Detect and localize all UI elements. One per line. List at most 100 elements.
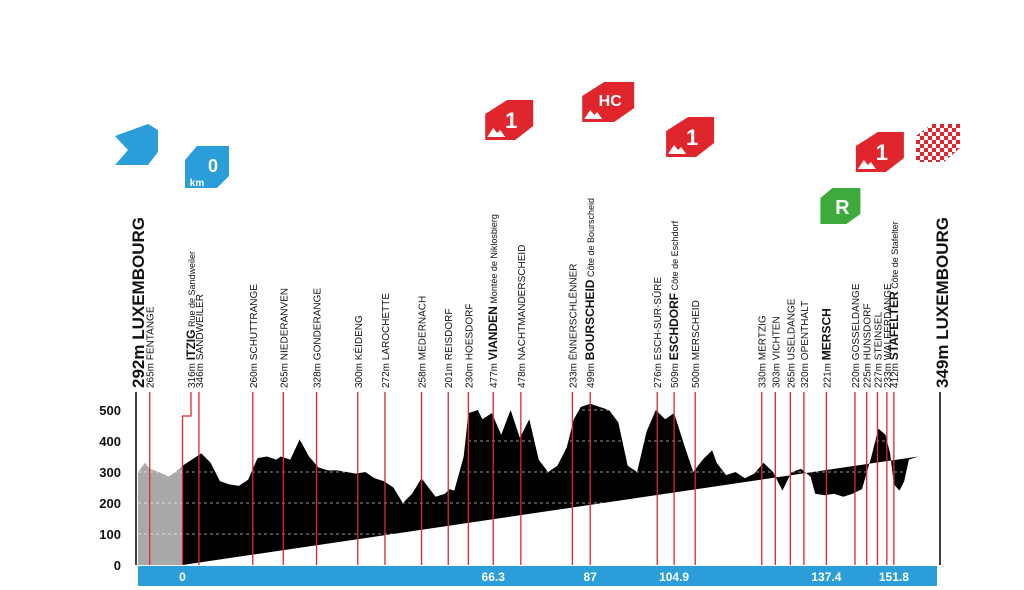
checkpoint-label: 320m OPENTHALT [800,301,811,388]
checkpoint-altitude: 346m [195,360,206,388]
checkpoint-label: 349m LUXEMBOURG [933,217,952,388]
checkpoint-label: 220m GOSSELDANGE [851,283,862,388]
cat1-climb-icon [855,132,904,172]
checkpoint-altitude: 220m [851,360,862,388]
y-tick-label: 200 [99,496,121,511]
checkpoint-label: 346m SANDWEILER [195,294,206,388]
checkpoint-name: REISDORF [444,309,455,361]
checkpoint-label: 221m MERSCH [819,308,833,388]
start-flag-icon [115,124,158,165]
checkpoint-altitude: 316m [187,360,198,388]
checkpoint-label: 303m VICHTEN [771,316,782,388]
checkpoint-name: LUXEMBOURG [933,217,952,340]
checkpoint-description: Côte de Bourscheid [586,198,596,280]
checkpoint-name: VICHTEN [771,316,782,360]
checkpoint-name: MEDERNACH [418,296,429,360]
checkpoint-name: OPENTHALT [800,301,811,360]
y-tick-label: 400 [99,434,121,449]
checkpoint-name: KÉIDENG [352,315,365,360]
checkpoint-altitude: 320m [800,360,811,388]
checkpoint-label: 276m ESCH-SUR-SÛRE [651,277,664,388]
km0-unit: km [190,178,205,189]
x-axis: 0 66.3 87 104.9 137.4 151.8 [138,566,937,586]
checkpoint-altitude: 477m [489,360,500,388]
gridlines [138,409,937,535]
checkpoint-lines [135,392,941,565]
checkpoint-name: BOURSCHEID [583,279,597,360]
checkpoint-name: MERSCHEID [691,300,702,360]
checkpoint-altitude: 233m [568,360,579,388]
checkpoint-altitude: 233m [883,360,894,388]
checkpoint-altitude: 330m [758,360,769,388]
y-tick-label: 0 [114,558,121,573]
checkpoint-description: Montée de Niklosbierg [489,214,499,306]
checkpoint-name: GOSSELDANGE [851,283,862,360]
checkpoint-altitude: 499m [586,360,597,388]
y-tick-label: 100 [99,527,121,542]
checkpoint-label: 330m MERTZIG [758,315,769,388]
finish-flag-icon [916,124,960,162]
checkpoint-altitude: 478m [517,360,528,388]
checkpoint-line [181,392,192,565]
checkpoint-altitude: 412m [890,360,901,388]
checkpoint-altitude: 230m [464,360,475,388]
checkpoint-label: 230m HOESDORF [464,304,475,388]
checkpoint-label: 292m LUXEMBOURG [129,217,148,388]
profile-layer [138,403,919,565]
checkpoint-altitude: 221m [822,360,833,388]
checkpoint-label: 412m STAFELTER Côte de Stafelter [887,221,901,388]
checkpoint-name: STAFELTER [887,291,901,360]
checkpoint-name: WALFERDANGE [883,283,894,360]
checkpoint-label: 201m REISDORF [444,309,455,388]
mountain-icon [487,128,506,137]
sprint-icon [820,188,861,224]
km0-marker-icon [185,146,229,188]
x-tick-label: 0 [179,570,186,584]
y-tick-label: 300 [99,465,121,480]
checkpoint-name: GONDERANGE [313,288,324,361]
checkpoint-name: LAROCHETTE [381,293,392,361]
km0-value: 0 [208,156,218,176]
checkpoint-label: 260m SCHUTTRANGE [249,284,260,388]
checkpoint-label: 233m ËNNERSCHLËNNER [567,264,579,388]
mountain-icon [584,110,603,119]
checkpoint-name: ITZIG [184,330,198,361]
checkpoint-altitude: 349m [933,340,952,388]
mountain-icon [857,160,876,169]
distance-axis-bar [138,566,937,586]
checkpoint-name: MERSCH [819,308,833,360]
y-tick-label: 500 [99,403,121,418]
checkpoint-altitude: 328m [313,360,324,388]
checkpoint-name: MERTZIG [758,315,769,360]
x-tick-label: 151.8 [879,570,909,584]
checkpoint-label: 500m MERSCHEID [691,300,702,388]
checkpoint-name: USELDANGE [786,298,797,360]
checkpoint-name: SCHUTTRANGE [249,284,260,360]
checkpoint-altitude: 265m [146,360,157,388]
checkpoint-altitude: 265m [279,360,290,388]
checkpoint-name: FENTANGE [146,306,157,360]
checkpoint-altitude: 292m [129,340,148,388]
checkpoint-altitude: 500m [691,360,702,388]
checkpoint-name: HOESDORF [464,304,475,361]
checkpoint-altitude: 258m [418,360,429,388]
x-tick-label: 137.4 [811,570,841,584]
checkpoint-name: STEINSEL [873,311,884,360]
checkpoint-label: 265m FENTANGE [146,306,157,388]
x-tick-label: 66.3 [482,570,506,584]
checkpoint-label: 300m KÉIDENG [352,315,365,388]
mountain-icon [668,145,687,154]
checkpoint-label: 316m ITZIG Rue de Sandweiler [184,251,198,388]
checkpoint-name: NACHTMANDERSCHEID [517,245,528,361]
checkpoint-altitude: 265m [786,360,797,388]
climb-category-label: 1 [686,125,698,150]
checkpoint-altitude: 201m [444,360,455,388]
checkpoint-altitude: 300m [354,360,365,388]
checkpoint-description: Côte de Eschdorf [670,220,680,293]
checkpoint-name: VIANDEN [486,306,500,360]
neutral-zone-area [138,462,183,565]
checkpoint-description: Côte de Stafelter [890,221,900,291]
checkpoint-altitude: 260m [249,360,260,388]
checkpoint-label: 265m NIEDERANVEN [279,288,290,388]
